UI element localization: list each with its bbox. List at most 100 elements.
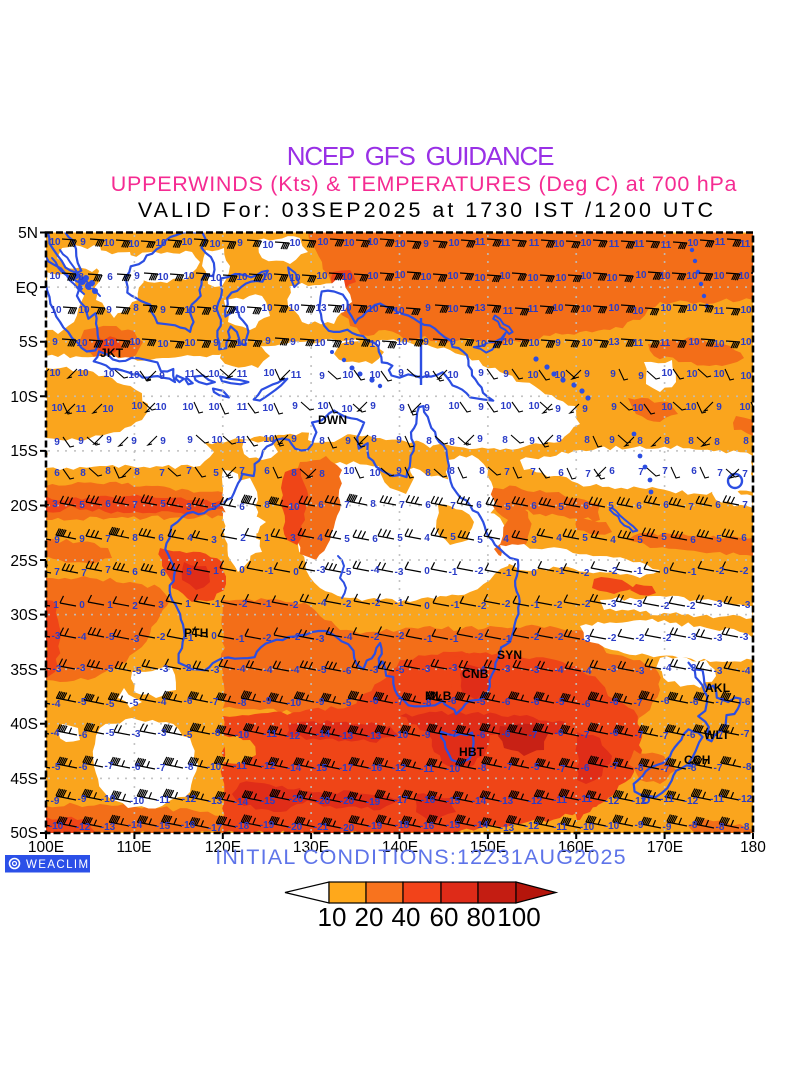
svg-text:-6: -6 <box>687 730 696 741</box>
svg-text:-7: -7 <box>557 764 566 775</box>
svg-text:0: 0 <box>211 631 217 642</box>
svg-text:8: 8 <box>714 437 720 448</box>
svg-text:11: 11 <box>609 239 620 250</box>
svg-text:-3: -3 <box>131 634 140 645</box>
svg-text:-3: -3 <box>211 665 220 676</box>
svg-text:-7: -7 <box>634 698 643 709</box>
svg-text:-3: -3 <box>132 729 141 740</box>
svg-text:5: 5 <box>558 502 564 513</box>
svg-text:-6: -6 <box>370 696 379 707</box>
svg-text:10: 10 <box>263 368 275 379</box>
svg-text:-11: -11 <box>710 794 724 805</box>
svg-text:-5: -5 <box>318 665 327 676</box>
svg-text:6: 6 <box>558 468 564 479</box>
svg-text:10: 10 <box>155 402 167 413</box>
svg-text:11: 11 <box>76 404 87 415</box>
svg-text:1: 1 <box>264 533 270 544</box>
svg-text:9: 9 <box>54 535 60 546</box>
svg-text:10: 10 <box>740 337 752 348</box>
svg-text:8: 8 <box>425 468 431 479</box>
svg-text:6: 6 <box>264 466 270 477</box>
svg-text:20S: 20S <box>10 498 38 515</box>
svg-text:9: 9 <box>54 437 60 448</box>
svg-text:-7: -7 <box>715 730 724 741</box>
svg-text:-14: -14 <box>234 797 249 808</box>
svg-text:10S: 10S <box>10 389 38 406</box>
svg-text:-5: -5 <box>106 728 115 739</box>
svg-text:13: 13 <box>315 303 327 314</box>
svg-text:0: 0 <box>663 566 669 577</box>
svg-text:10: 10 <box>685 402 697 413</box>
svg-text:7: 7 <box>132 500 138 511</box>
svg-text:-3: -3 <box>395 567 404 578</box>
svg-text:-12: -12 <box>182 794 197 805</box>
svg-text:-16: -16 <box>421 795 436 806</box>
svg-text:-3: -3 <box>714 633 723 644</box>
svg-text:11: 11 <box>529 238 540 249</box>
svg-text:-9: -9 <box>263 696 272 707</box>
svg-text:-6: -6 <box>690 697 699 708</box>
svg-text:10: 10 <box>661 402 673 413</box>
svg-text:4: 4 <box>503 534 509 545</box>
svg-text:8: 8 <box>370 499 376 510</box>
svg-text:9: 9 <box>477 434 483 445</box>
svg-text:MLB: MLB <box>425 689 452 703</box>
svg-text:-2: -2 <box>661 601 670 612</box>
svg-text:-4: -4 <box>583 666 592 677</box>
svg-text:8: 8 <box>502 435 508 446</box>
svg-text:9: 9 <box>398 368 404 379</box>
svg-text:10: 10 <box>128 370 140 381</box>
svg-text:-8: -8 <box>478 763 487 774</box>
svg-text:-19: -19 <box>260 820 275 831</box>
svg-text:-5: -5 <box>477 697 486 708</box>
svg-text:-3: -3 <box>688 663 697 674</box>
svg-text:10: 10 <box>234 305 246 316</box>
svg-text:-1: -1 <box>556 566 565 577</box>
svg-text:-3: -3 <box>422 664 431 675</box>
svg-text:-4: -4 <box>477 665 486 676</box>
svg-text:11: 11 <box>475 237 486 248</box>
svg-text:10: 10 <box>77 368 89 379</box>
svg-text:-7: -7 <box>660 731 669 742</box>
svg-text:8: 8 <box>743 436 749 447</box>
svg-text:-1: -1 <box>450 634 459 645</box>
svg-text:100E: 100E <box>28 839 64 856</box>
svg-text:13: 13 <box>474 303 486 314</box>
svg-text:10: 10 <box>606 273 618 284</box>
svg-text:-6: -6 <box>132 762 141 773</box>
svg-text:9: 9 <box>265 336 271 347</box>
svg-text:6: 6 <box>160 568 166 579</box>
svg-text:7: 7 <box>717 468 723 479</box>
svg-text:VALID For: 03SEP2025 at 1730 I: VALID For: 03SEP2025 at 1730 IST /1200 U… <box>138 198 716 222</box>
svg-text:-3: -3 <box>160 664 169 675</box>
svg-text:8: 8 <box>134 467 140 478</box>
svg-text:-3: -3 <box>53 664 62 675</box>
svg-text:CCH: CCH <box>684 753 711 767</box>
svg-text:15S: 15S <box>10 443 38 460</box>
svg-text:8: 8 <box>449 466 455 477</box>
svg-text:-7: -7 <box>741 729 750 740</box>
svg-text:5: 5 <box>79 500 85 511</box>
svg-text:5: 5 <box>477 535 483 546</box>
svg-text:10: 10 <box>687 238 699 249</box>
svg-text:-5: -5 <box>531 762 540 773</box>
svg-text:-4: -4 <box>742 666 751 677</box>
svg-text:9: 9 <box>78 436 84 447</box>
svg-text:-3: -3 <box>714 666 723 677</box>
svg-text:9: 9 <box>584 369 590 380</box>
svg-text:100: 100 <box>497 902 540 932</box>
svg-text:-10: -10 <box>207 762 222 773</box>
svg-text:-3: -3 <box>636 666 645 677</box>
svg-text:CNB: CNB <box>462 667 489 681</box>
svg-text:-1: -1 <box>688 567 697 578</box>
svg-text:10: 10 <box>103 238 115 249</box>
svg-text:-12: -12 <box>605 796 620 807</box>
svg-text:7: 7 <box>585 469 591 480</box>
svg-text:-6: -6 <box>79 762 88 773</box>
svg-text:10: 10 <box>369 339 381 350</box>
svg-text:-6: -6 <box>184 696 193 707</box>
svg-text:-6: -6 <box>79 730 88 741</box>
svg-text:10: 10 <box>263 434 275 445</box>
svg-text:10: 10 <box>367 271 379 282</box>
svg-text:9: 9 <box>213 338 219 349</box>
